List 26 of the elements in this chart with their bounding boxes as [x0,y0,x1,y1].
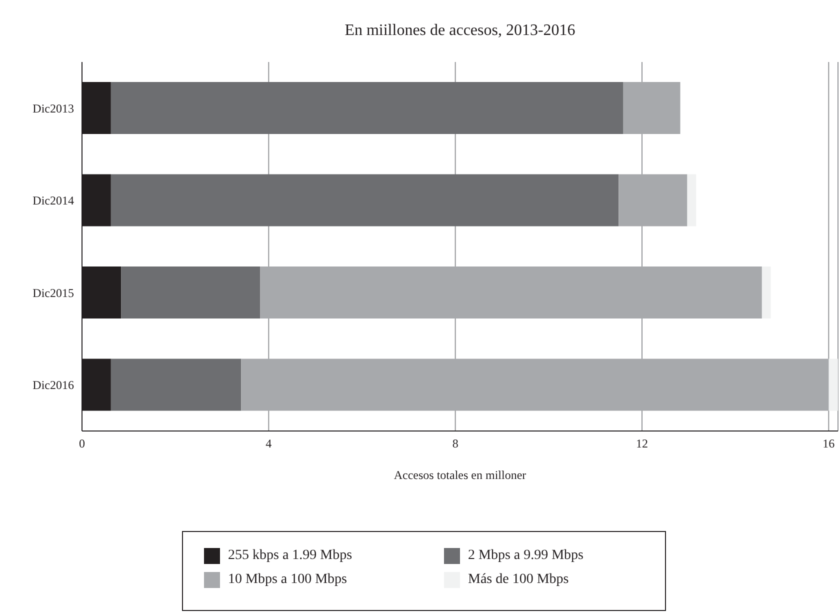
bar [828,358,838,411]
bar [623,82,680,134]
bar [762,266,771,318]
x-tick-label: 4 [266,436,272,451]
chart-title: En miillones de accesos, 2013-2016 [344,22,576,40]
x-tick-label: 12 [636,436,648,451]
x-tick-label: 16 [822,436,835,451]
y-tick-label: Dic2014 [32,194,74,208]
legend-label: Más de 100 Mbps [468,572,569,588]
x-tick-label: 8 [452,436,458,451]
bar [618,174,688,226]
x-tick-label: 0 [79,436,85,451]
bar [110,174,619,226]
bar [121,266,260,318]
y-tick-label: Dic2015 [32,286,74,300]
legend-label: 10 Mbps a 100 Mbps [228,572,348,588]
y-tick-label: Dic2016 [32,378,74,392]
legend-label: 2 Mbps a 9.99 Mbps [468,548,584,564]
bar [110,358,242,411]
bar [110,82,624,134]
bar [241,358,829,411]
y-tick-label: Dic2013 [32,101,74,116]
bar [687,174,696,226]
x-axis-title: Accesos totales en milloner [394,468,526,482]
legend-label: 255 kbps a 1.99 Mbps [228,548,352,564]
bar [260,266,762,318]
